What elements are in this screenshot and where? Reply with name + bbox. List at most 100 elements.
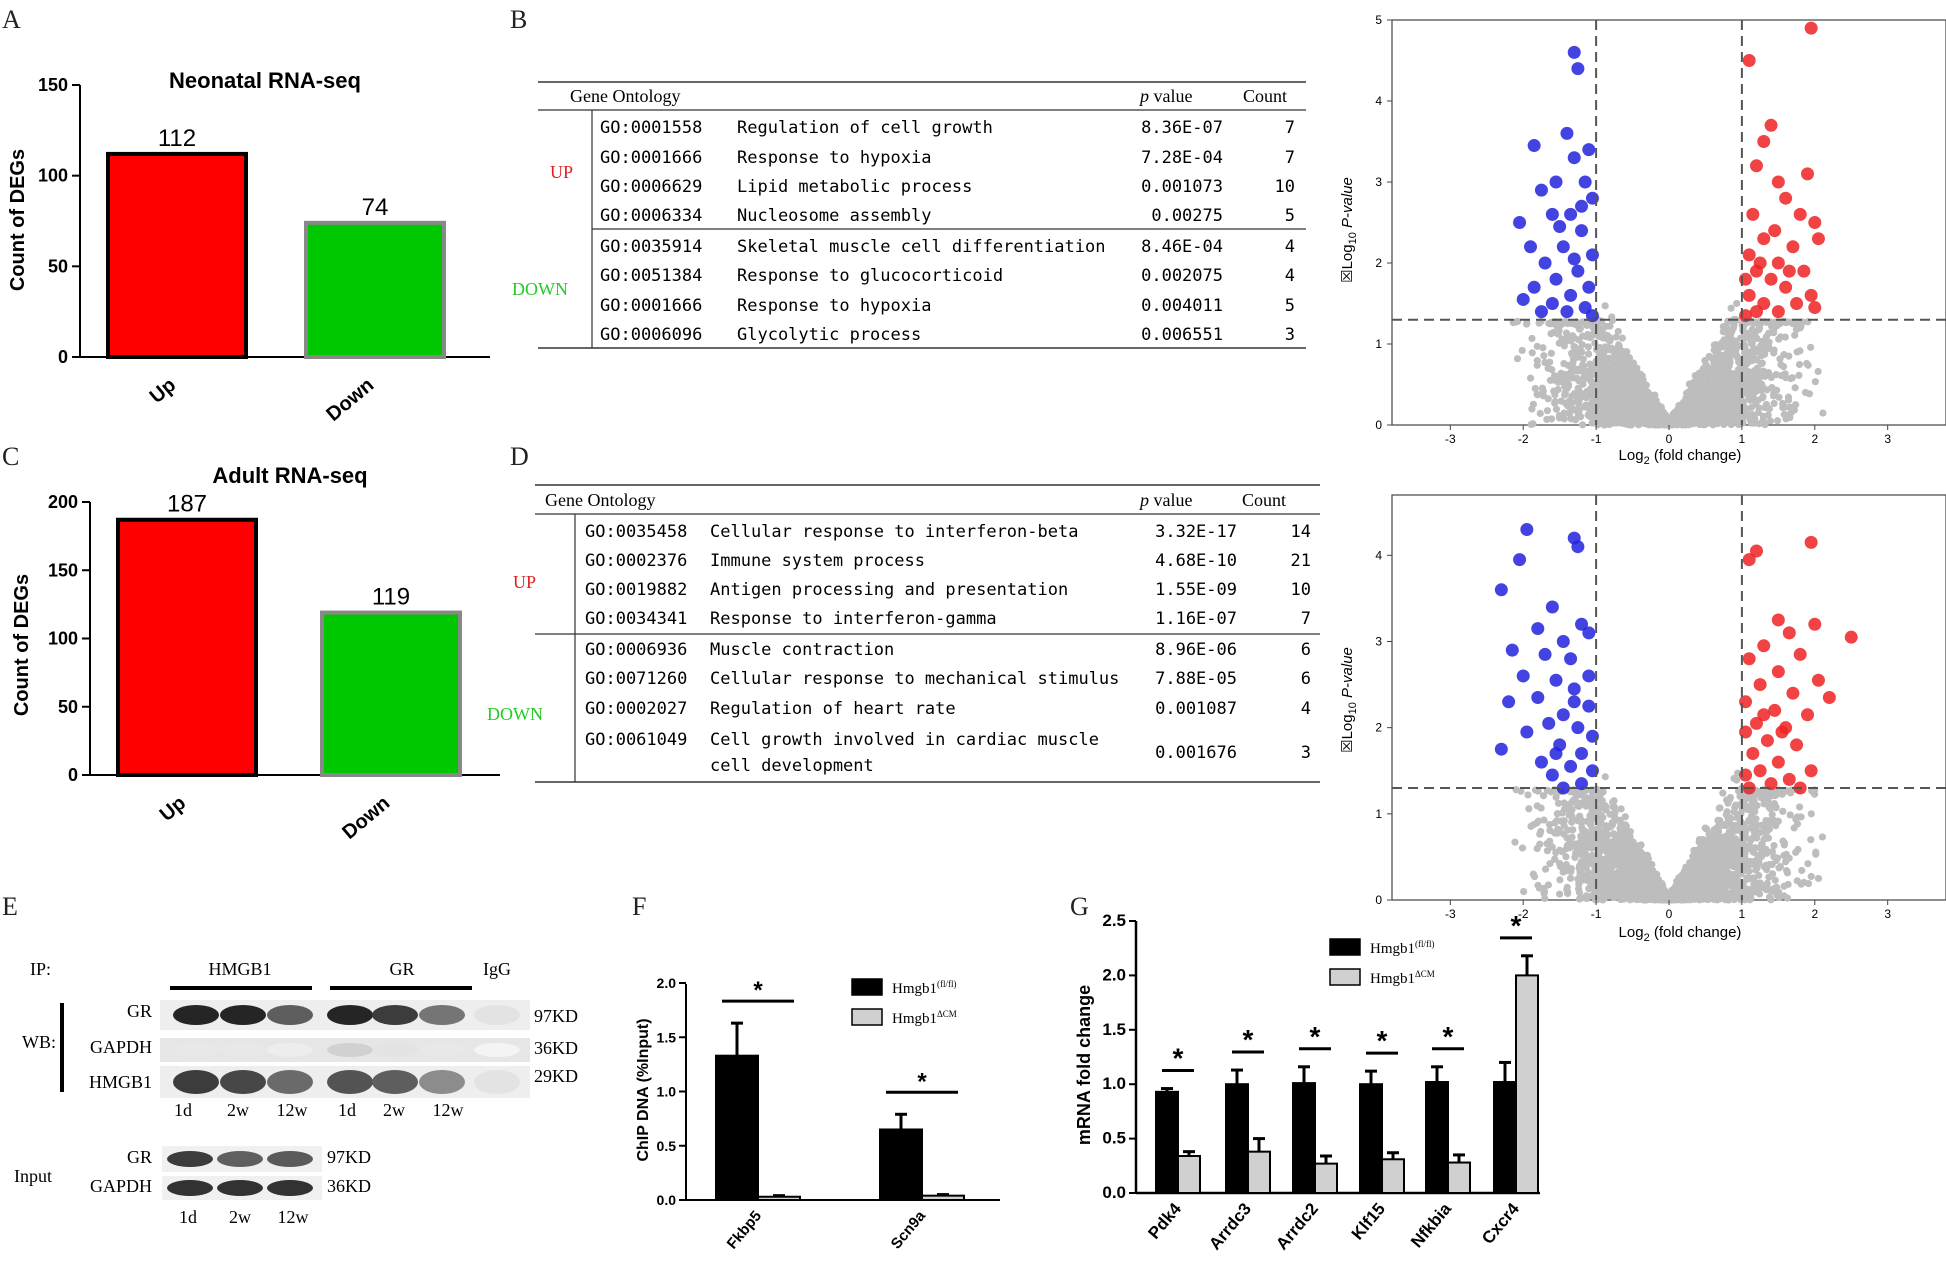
point-ns [1757,319,1765,327]
point-ns [1688,393,1696,401]
point-ns [1701,420,1709,429]
point-down [1516,292,1530,306]
point-ns [1556,876,1564,884]
point-ns [1546,860,1554,868]
point-ns [1749,354,1758,362]
point-ns [1539,344,1547,352]
header-p-rest: value [1149,86,1192,106]
point-ns [1807,343,1815,351]
point-ns [1646,418,1654,426]
point-ns [1737,416,1745,424]
point-ns [1730,317,1738,325]
gene-count: 7 [1301,609,1311,629]
go-term: Regulation of cell growth [737,118,993,138]
point-ns [1784,396,1793,404]
go-id: GO:0002376 [585,551,687,571]
x-tick-labels: Up Down [156,792,395,844]
point-down [1553,220,1567,234]
point-ns [1610,348,1619,357]
point-ns [1819,409,1827,417]
point-up [1804,21,1818,35]
point-ns [1752,866,1760,874]
gene-count: 7 [1285,118,1295,138]
x-tick-label: -2 [1518,432,1529,446]
x-tick-label: 1 [1739,432,1746,446]
point-ns [1540,352,1548,360]
point-ns [1547,349,1555,357]
point-ns [1763,386,1771,394]
point-up [1779,280,1793,294]
p-value: 7.88E-05 [1155,669,1237,689]
point-ns [1791,384,1799,392]
go-term: Antigen processing and presentation [710,580,1068,600]
y-tick-label: 0 [68,765,78,785]
point-ns [1534,817,1543,825]
plot-frame [1391,494,1946,901]
point-ns [1780,882,1788,890]
point-ns [1710,346,1718,354]
point-ns [1754,396,1762,404]
point-ns [1807,810,1815,818]
point-ns [1807,872,1815,881]
point-ns [1755,404,1763,412]
point-ns [1586,841,1595,849]
point-ns [1777,361,1785,369]
point-down [1534,183,1548,197]
point-ns [1536,409,1544,418]
point-ns [1768,810,1776,819]
point-ns [1629,412,1637,420]
point-ns [1762,816,1770,825]
gene-count: 5 [1285,206,1295,226]
p-value: 0.006551 [1141,325,1223,345]
point-ns [1642,381,1650,389]
gene-count: 3 [1301,743,1311,763]
point-ns [1631,373,1640,381]
point-down [1578,175,1592,189]
point-up [1742,248,1756,262]
y-tick-label: 4 [1375,94,1382,108]
point-ns [1618,334,1627,342]
point-down [1527,280,1541,294]
point-ns [1750,801,1758,809]
gene-count: 6 [1301,669,1311,689]
point-ns [1704,364,1712,372]
y-axis-label-box: ☒ [1339,269,1356,282]
point-ns [1719,343,1727,351]
panel-letter-g: G [1070,892,1089,921]
point-ns [1733,393,1741,401]
x-axis-label-main: Log [1619,447,1644,464]
point-ns [1558,809,1566,817]
point-ns [1680,407,1688,415]
point-ns [1533,361,1541,369]
header-p-rest: value [1149,490,1192,510]
point-ns [1801,388,1810,397]
point-ns [1625,354,1634,362]
point-ns [1695,370,1703,379]
point-down [1545,207,1559,221]
point-ns [1615,407,1623,415]
p-value: 0.002075 [1141,266,1223,286]
header-gene-ontology: Gene Ontology [545,490,655,510]
point-ns [1764,411,1772,419]
point-ns [1546,358,1554,366]
gene-count: 10 [1275,177,1295,197]
point-ns [1540,889,1548,897]
point-ns [1761,403,1769,412]
point-ns [1747,380,1755,388]
point-down [1560,305,1574,319]
point-ns [1586,410,1595,419]
point-ns [1731,400,1740,408]
point-up [1771,256,1785,270]
go-id: GO:0035914 [600,237,702,257]
point-ns [1770,319,1778,327]
point-down [1571,62,1585,76]
point-ns [1775,393,1783,401]
point-ns [1798,866,1806,875]
point-ns [1797,813,1805,821]
x-tick-label: Up [156,792,191,826]
point-ns [1629,359,1638,367]
point-ns [1526,374,1535,382]
point-ns [1556,321,1564,329]
point-ns [1716,804,1724,812]
